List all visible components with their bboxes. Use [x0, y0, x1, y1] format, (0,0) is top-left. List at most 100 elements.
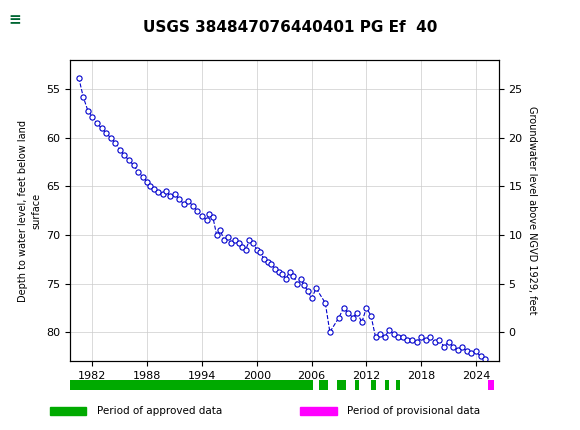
Point: [241, 246, 251, 253]
Point: [362, 304, 371, 311]
Point: [403, 336, 412, 343]
Point: [193, 207, 202, 214]
Point: [102, 129, 111, 136]
Point: [278, 270, 287, 277]
Point: [462, 348, 472, 355]
Point: [303, 288, 313, 295]
Point: [170, 191, 179, 198]
Point: [480, 356, 490, 362]
Bar: [337, 380, 346, 390]
Point: [321, 300, 330, 307]
Point: [416, 334, 426, 341]
Point: [124, 157, 133, 164]
Bar: [356, 380, 359, 390]
Y-axis label: Groundwater level above NGVD 1929, feet: Groundwater level above NGVD 1929, feet: [527, 107, 537, 315]
Point: [149, 186, 158, 193]
Point: [175, 196, 184, 203]
Point: [111, 139, 120, 146]
Point: [300, 282, 309, 289]
Point: [430, 338, 440, 345]
Point: [138, 173, 147, 180]
Point: [353, 309, 362, 316]
Point: [426, 334, 435, 341]
Point: [259, 256, 269, 263]
Point: [227, 240, 236, 246]
Point: [472, 348, 481, 355]
Point: [263, 259, 273, 266]
Text: USGS 384847076440401 PG Ef  40: USGS 384847076440401 PG Ef 40: [143, 21, 437, 35]
Bar: [9, 6, 49, 33]
Point: [371, 334, 380, 341]
Point: [162, 188, 171, 195]
Point: [115, 146, 125, 153]
Point: [97, 125, 106, 132]
Text: Period of provisional data: Period of provisional data: [347, 405, 481, 416]
Point: [476, 353, 485, 360]
Point: [216, 227, 225, 233]
Point: [467, 350, 476, 357]
Y-axis label: Depth to water level, feet below land
surface: Depth to water level, feet below land su…: [19, 120, 42, 302]
Point: [230, 237, 240, 243]
Point: [339, 304, 348, 311]
Point: [281, 275, 291, 282]
Point: [389, 331, 398, 338]
Text: ≡: ≡: [9, 12, 21, 27]
Point: [83, 107, 92, 114]
Point: [184, 197, 193, 204]
Bar: [70, 380, 313, 390]
Point: [106, 135, 115, 141]
Point: [444, 338, 453, 345]
Bar: [319, 380, 328, 390]
Point: [88, 113, 97, 120]
Point: [394, 334, 403, 341]
Point: [270, 265, 280, 272]
Point: [133, 169, 143, 175]
Point: [197, 212, 206, 219]
Point: [343, 309, 353, 316]
Point: [325, 329, 335, 335]
Point: [292, 280, 302, 287]
Point: [146, 183, 155, 190]
Point: [143, 178, 152, 185]
Point: [219, 237, 229, 243]
Bar: [371, 380, 375, 390]
Point: [252, 246, 262, 253]
Point: [421, 336, 430, 343]
Point: [367, 312, 376, 319]
Point: [188, 203, 198, 209]
Bar: [488, 380, 494, 390]
Point: [212, 231, 221, 238]
Point: [248, 240, 258, 246]
Bar: [385, 380, 389, 390]
Text: Period of approved data: Period of approved data: [97, 405, 222, 416]
Bar: [396, 380, 400, 390]
Point: [79, 94, 88, 101]
Point: [448, 343, 458, 350]
Point: [129, 162, 138, 169]
Point: [435, 336, 444, 343]
Point: [380, 334, 389, 341]
Point: [385, 327, 394, 334]
Point: [223, 233, 232, 240]
Bar: [50, 407, 86, 415]
Point: [407, 336, 416, 343]
Point: [334, 314, 343, 321]
Point: [375, 331, 385, 338]
Bar: [300, 407, 337, 415]
Point: [234, 240, 243, 246]
Text: USGS: USGS: [32, 10, 83, 28]
Point: [357, 319, 367, 326]
Point: [311, 285, 321, 292]
Point: [285, 268, 294, 275]
Point: [307, 295, 316, 301]
Point: [74, 74, 84, 81]
Point: [458, 343, 467, 350]
Point: [412, 338, 421, 345]
Point: [289, 272, 298, 279]
Point: [440, 343, 449, 350]
Point: [202, 217, 211, 224]
Point: [245, 237, 254, 243]
Point: [256, 249, 265, 256]
Point: [158, 191, 168, 198]
Point: [179, 200, 188, 207]
